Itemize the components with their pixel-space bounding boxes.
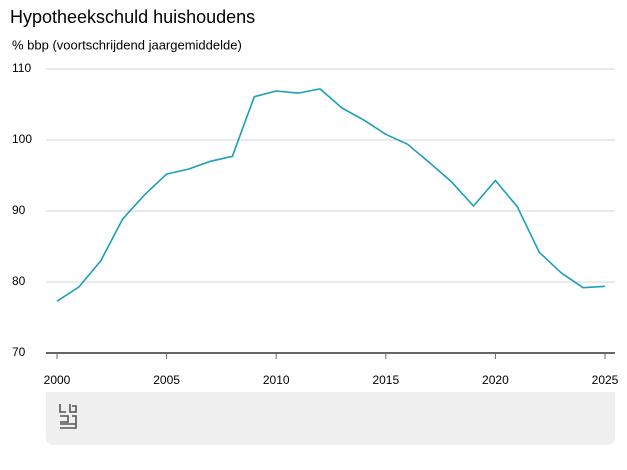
x-tick-label: 2000 <box>44 373 71 387</box>
y-tick-label: 100 <box>12 132 32 146</box>
footer <box>46 392 615 445</box>
y-tick-label: 80 <box>12 274 26 288</box>
chart-title: Hypotheekschuld huishoudens <box>10 7 255 27</box>
x-tick-label: 2025 <box>592 373 619 387</box>
x-tick-label: 2015 <box>372 373 399 387</box>
cbs-logo <box>59 404 77 429</box>
x-tick-label: 2020 <box>482 373 509 387</box>
chart-subtitle: % bbp (voortschrijdend jaargemiddelde) <box>12 37 242 52</box>
y-tick-label: 70 <box>12 345 26 359</box>
x-tick-label: 2005 <box>153 373 180 387</box>
x-tick-label: 2010 <box>263 373 290 387</box>
data-line <box>56 88 606 302</box>
y-tick-label: 110 <box>12 61 31 75</box>
y-tick-label: 90 <box>12 203 26 217</box>
